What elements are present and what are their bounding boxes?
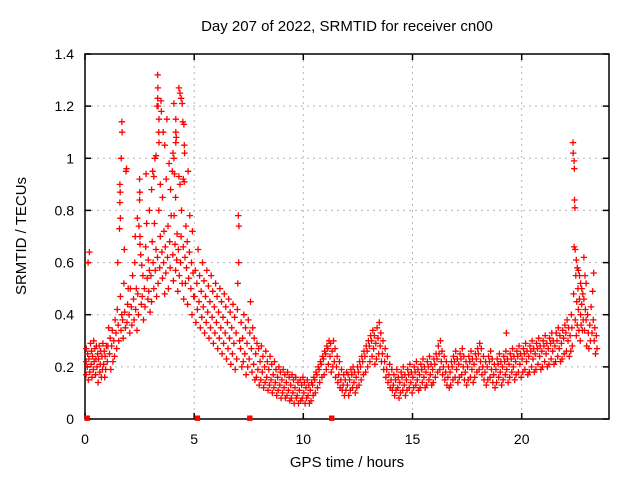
y-tick-label: 0.2: [55, 359, 75, 375]
baseline-square-marker: [194, 415, 201, 421]
y-tick-label: 1.2: [55, 98, 75, 114]
y-axis-label: SRMTID / TECUs: [13, 177, 30, 295]
tick-labels: 0 5 10 15 20 0 0.2 0.4 0.6 0.8 1 1.2 1.4: [55, 46, 530, 447]
x-tick-label: 15: [405, 431, 421, 447]
x-axis-label: GPS time / hours: [290, 454, 404, 471]
baseline-square-marker: [329, 415, 335, 421]
scatter-plus-markers: [82, 71, 601, 407]
y-tick-label: 0.8: [55, 202, 75, 218]
x-tick-label: 5: [190, 431, 198, 447]
y-tick-label: 0: [66, 411, 74, 427]
y-tick-label: 1.4: [55, 46, 75, 62]
baseline-flag-markers: [84, 415, 335, 421]
data-points-layer: [82, 71, 601, 407]
x-tick-label: 10: [296, 431, 312, 447]
baseline-square-marker: [84, 415, 90, 421]
y-tick-label: 1: [66, 150, 74, 166]
baseline-square-marker: [247, 415, 253, 421]
x-tick-label: 0: [81, 431, 89, 447]
y-tick-label: 0.4: [55, 307, 75, 323]
chart-title: Day 207 of 2022, SRMTID for receiver cn0…: [201, 18, 493, 35]
axes-and-ticks: [84, 53, 610, 420]
grid-lines: [84, 53, 609, 420]
x-tick-label: 20: [514, 431, 530, 447]
y-tick-label: 0.6: [55, 255, 75, 271]
